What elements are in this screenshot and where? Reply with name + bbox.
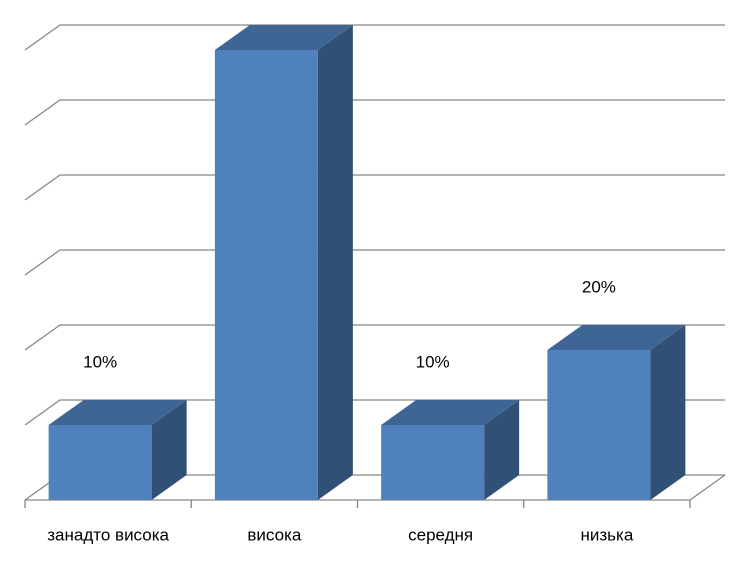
- grid-line: [24, 249, 725, 276]
- x-tick-label: занадто висока: [47, 525, 169, 544]
- value-label: 10%: [416, 352, 450, 371]
- bar-side: [317, 25, 353, 500]
- value-label: 10%: [83, 352, 117, 371]
- bar-side: [484, 400, 520, 500]
- grid-line: [24, 99, 725, 126]
- bar-top: [381, 400, 520, 425]
- x-tick-label: низька: [580, 525, 633, 544]
- grid-line: [24, 324, 725, 351]
- bar-top: [214, 25, 353, 50]
- bar: [214, 50, 318, 500]
- bar: [381, 425, 485, 500]
- bar-side: [650, 325, 686, 500]
- grid-line: [24, 174, 725, 201]
- x-tick-label: висока: [247, 525, 301, 544]
- grid-line: [24, 24, 725, 51]
- bar: [547, 350, 651, 500]
- bar-side: [151, 400, 187, 500]
- value-label: 20%: [582, 277, 616, 296]
- bar-top: [547, 325, 686, 350]
- bar: [48, 425, 152, 500]
- bar-top: [48, 400, 187, 425]
- x-tick-label: середня: [408, 525, 473, 544]
